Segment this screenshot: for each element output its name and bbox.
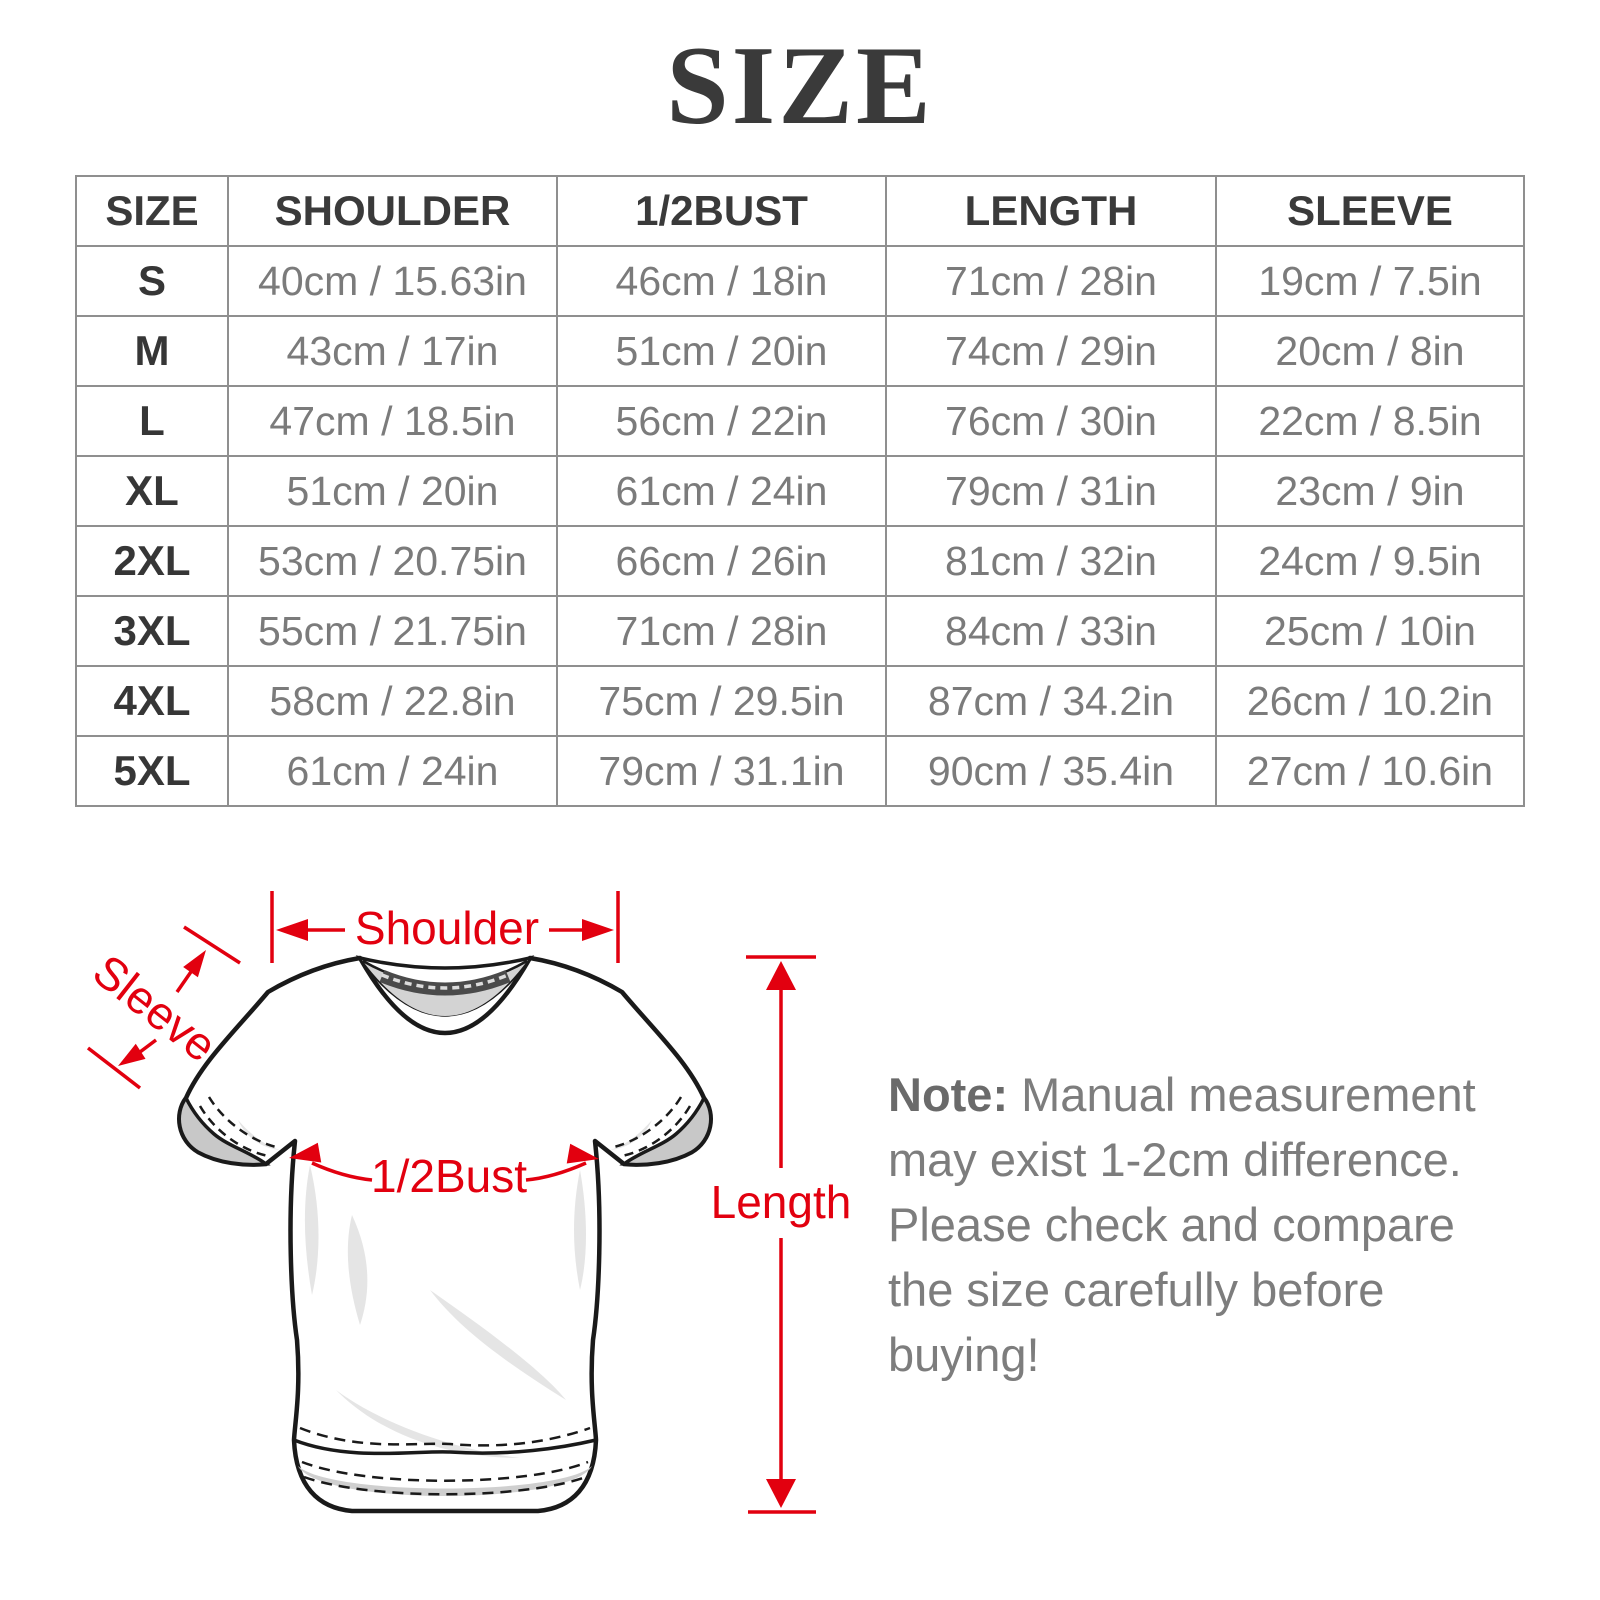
sleeve-cell: 22cm / 8.5in [1215,385,1525,457]
size-cell: S [75,245,229,317]
shoulder-cell: 55cm / 21.75in [227,595,558,667]
half-bust-cell: 71cm / 28in [556,595,887,667]
half-bust-cell: 51cm / 20in [556,315,887,387]
wrinkle-shadows [238,1120,652,1458]
shoulder-arrowhead-left [276,919,308,941]
table-row: XL 51cm / 20in 61cm / 24in 79cm / 31in 2… [75,455,1525,527]
table-row: L 47cm / 18.5in 56cm / 22in 76cm / 30in … [75,385,1525,457]
hem [293,1426,597,1496]
length-dimension: Length [711,955,852,1514]
header-half-bust: 1/2BUST [556,175,887,247]
shoulder-dimension: Shoulder [270,891,620,963]
length-cell: 81cm / 32in [885,525,1217,597]
half-bust-dimension: 1/2Bust [289,1142,599,1202]
shoulder-cell: 47cm / 18.5in [227,385,558,457]
sleeve-cell: 20cm / 8in [1215,315,1525,387]
header-shoulder: SHOULDER [227,175,558,247]
half-bust-label: 1/2Bust [371,1150,527,1202]
table-row: 3XL 55cm / 21.75in 71cm / 28in 84cm / 33… [75,595,1525,667]
sleeve-cell: 24cm / 9.5in [1215,525,1525,597]
shoulder-cell: 43cm / 17in [227,315,558,387]
shoulder-cell: 58cm / 22.8in [227,665,558,737]
header-length: LENGTH [885,175,1217,247]
header-sleeve: SLEEVE [1215,175,1525,247]
half-bust-cell: 79cm / 31.1in [556,735,887,807]
shoulder-arrowhead-right [582,919,614,941]
right-cuff-face [619,1094,713,1167]
tshirt-illustration [177,955,713,1514]
hem-inside-lip [298,1466,592,1496]
length-cell: 90cm / 35.4in [885,735,1217,807]
table-row: 5XL 61cm / 24in 79cm / 31.1in 90cm / 35.… [75,735,1525,807]
shoulder-cell: 40cm / 15.63in [227,245,558,317]
length-cell: 87cm / 34.2in [885,665,1217,737]
tshirt-body [177,955,713,1514]
hem-stitching [299,1426,591,1496]
shoulder-cell: 51cm / 20in [227,455,558,527]
size-cell: L [75,385,229,457]
length-label: Length [711,1176,852,1228]
table-header-row: SIZE SHOULDER 1/2BUST LENGTH SLEEVE [75,175,1525,247]
note-prefix: Note: [888,1068,1009,1121]
header-size: SIZE [75,175,229,247]
half-bust-cell: 61cm / 24in [556,455,887,527]
length-arrowhead-down [766,1479,796,1508]
size-cell: 2XL [75,525,229,597]
sleeve-cell: 26cm / 10.2in [1215,665,1525,737]
size-cell: M [75,315,229,387]
table-row: 2XL 53cm / 20.75in 66cm / 26in 81cm / 32… [75,525,1525,597]
half-bust-cell: 46cm / 18in [556,245,887,317]
table-row: 4XL 58cm / 22.8in 75cm / 29.5in 87cm / 3… [75,665,1525,737]
table-row: M 43cm / 17in 51cm / 20in 74cm / 29in 20… [75,315,1525,387]
length-cell: 84cm / 33in [885,595,1217,667]
collar-tape-stitch [381,973,509,990]
size-table: SIZE SHOULDER 1/2BUST LENGTH SLEEVE S 40… [75,175,1525,807]
length-cell: 79cm / 31in [885,455,1217,527]
length-cell: 74cm / 29in [885,315,1217,387]
length-cell: 76cm / 30in [885,385,1217,457]
sleeve-tick-top [183,925,241,965]
size-cell: 5XL [75,735,229,807]
shoulder-cell: 53cm / 20.75in [227,525,558,597]
collar [355,955,535,1017]
sleeve-tick-bottom [86,1046,142,1090]
size-cell: 3XL [75,595,229,667]
sleeve-cell: 25cm / 10in [1215,595,1525,667]
page-title: SIZE [666,24,934,148]
shoulder-cell: 61cm / 24in [227,735,558,807]
sleeve-cell: 19cm / 7.5in [1215,245,1525,317]
tshirt-measurement-diagram: Shoulder Sleeve 1/2Bust [84,891,852,1514]
cuff-stitching [198,1096,692,1158]
bust-arrowhead-right [566,1143,599,1164]
half-bust-cell: 56cm / 22in [556,385,887,457]
half-bust-cell: 66cm / 26in [556,525,887,597]
sleeve-label: Sleeve [84,944,227,1072]
bust-arrowhead-left [289,1142,322,1163]
size-cell: XL [75,455,229,527]
table-row: S 40cm / 15.63in 46cm / 18in 71cm / 28in… [75,245,1525,317]
note-body: Manual measurement may exist 1-2cm diffe… [888,1068,1476,1381]
sleeve-arrowhead-down [118,1043,146,1066]
measurement-note: Note: Manual measurement may exist 1-2cm… [888,1062,1532,1387]
left-cuff-face [177,1094,271,1167]
length-arrowhead-up [766,961,796,990]
length-cell: 71cm / 28in [885,245,1217,317]
sleeve-arrowhead-up [183,950,206,978]
size-cell: 4XL [75,665,229,737]
sleeve-cell: 27cm / 10.6in [1215,735,1525,807]
shoulder-label: Shoulder [355,902,539,954]
half-bust-cell: 75cm / 29.5in [556,665,887,737]
hem-top-edge [293,1438,597,1456]
sleeve-cell: 23cm / 9in [1215,455,1525,527]
